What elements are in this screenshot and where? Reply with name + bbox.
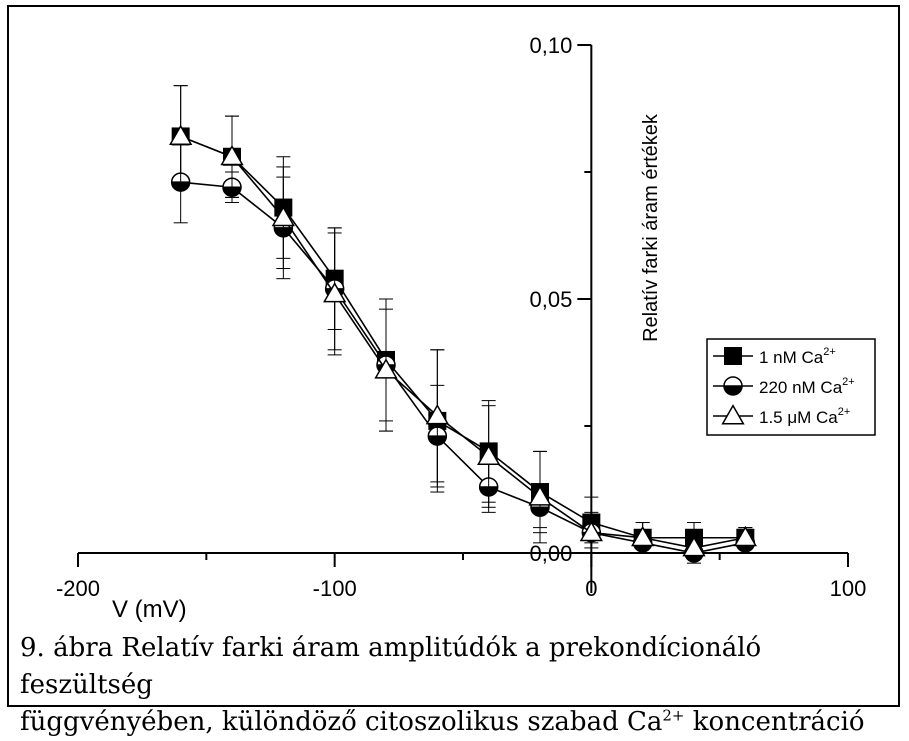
legend: 1 nM Ca2+220 nM Ca2+1.5 μM Ca2+ [706, 338, 876, 436]
triangle-marker [425, 403, 449, 425]
triangle-marker [733, 525, 757, 547]
legend-label-sup: 2+ [823, 346, 836, 358]
triangle-marker [169, 124, 193, 145]
legend-label: 1.5 μM Ca2+ [759, 406, 850, 427]
x-tick-label: -100 [313, 576, 357, 601]
triangle-marker [721, 404, 745, 425]
caption-line-1: 9. ábra Relatív farki áram amplitúdók a … [20, 633, 762, 700]
marker-fill [724, 386, 742, 395]
caption-ca-superscript: 2+ [662, 706, 685, 725]
triangle-marker [682, 536, 706, 557]
triangle-marker [631, 525, 655, 547]
triangle-marker [220, 144, 244, 166]
square-marker [724, 347, 742, 365]
series-2 [170, 141, 756, 564]
triangle-marker [477, 444, 501, 465]
y-tick-label: 0,05 [530, 287, 573, 312]
y-tick-label: 0,00 [530, 541, 573, 566]
triangle-marker [579, 520, 603, 542]
series-1 [171, 85, 755, 554]
y-tick-label: 0,10 [530, 33, 573, 58]
caption-line-2: függvényében, különdöző citoszolikus sza… [20, 704, 890, 741]
series-line [180, 135, 746, 549]
relative-tail-current-chart: -200 -100 0 100 0,00 0,05 0,10 V (mV) Relatív fa… [56, 33, 876, 623]
triangle-marker [323, 282, 347, 303]
legend-label-text: 1 nM Ca [759, 348, 824, 367]
caption-line-2-text: függvényében, különdöző citoszolikus sza… [20, 707, 663, 737]
legend-label-sup: 2+ [838, 406, 851, 418]
legend-label: 1 nM Ca2+ [759, 346, 836, 367]
y-axis-label: Relatív farki áram értékek [640, 113, 662, 342]
plot-area [169, 85, 757, 564]
legend-label-text: 220 nM Ca [759, 378, 843, 397]
triangle-marker [374, 358, 398, 379]
figure-caption: 9. ábra Relatív farki áram amplitúdók a … [20, 630, 890, 741]
triangle-marker [271, 205, 295, 227]
legend-label-sup: 2+ [842, 376, 855, 388]
legend-label: 220 nM Ca2+ [759, 376, 855, 397]
x-tick-label: 0 [585, 576, 597, 601]
half-circle-marker [723, 376, 743, 396]
x-tick-label: 100 [830, 576, 867, 601]
x-axis-label: V (mV) [112, 596, 187, 623]
legend-label-text: 1.5 μM Ca [759, 408, 838, 427]
x-tick-label: -200 [56, 576, 100, 601]
caption-line-2-end: koncentráció [684, 707, 865, 737]
series-3 [169, 85, 757, 559]
triangle-marker [528, 485, 552, 506]
